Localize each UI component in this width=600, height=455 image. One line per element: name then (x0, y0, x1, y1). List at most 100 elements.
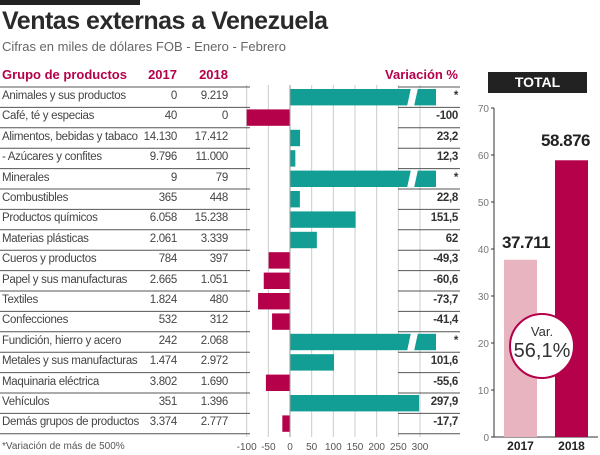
x-tick-label: -100 (237, 442, 257, 453)
table-row: Textiles 1.824 480 -73,7 (0, 291, 460, 311)
table-row: Animales y sus productos 0 9.219 * (0, 87, 460, 107)
variation-bar (290, 150, 296, 167)
value-2018: 1.690 (200, 375, 229, 388)
product-group: Café, té y especias (2, 110, 95, 123)
variation-value: -41,4 (433, 314, 458, 327)
variation-value: * (453, 334, 459, 347)
table-row: Fundición, hierro y acero 242 2.068 * (0, 332, 460, 352)
variation-value: 12,3 (436, 151, 458, 164)
variation-value: -73,7 (433, 294, 458, 306)
variation-bar (268, 252, 290, 269)
value-2018: 2.972 (200, 355, 229, 368)
product-group: Textiles (2, 294, 38, 306)
x-tick-label: 100 (325, 442, 342, 453)
product-group: - Azúcares y confites (2, 151, 102, 164)
product-group: Maquinaria eléctrica (2, 375, 99, 388)
variation-bar (290, 354, 335, 371)
y-tick-label: 60 (478, 151, 490, 162)
value-2017: 6.058 (149, 212, 178, 225)
variation-bar-broken (290, 170, 436, 187)
value-2018: 79 (215, 171, 229, 184)
col-header-2018: 2018 (199, 67, 228, 82)
variation-bar (290, 191, 300, 208)
x-tick-label: 250 (390, 442, 407, 453)
value-2017: 40 (164, 110, 178, 123)
variation-bar-broken (290, 89, 436, 106)
x-tick-label: 0 (287, 442, 293, 453)
total-title: TOTAL (488, 72, 587, 93)
variation-bar (290, 395, 420, 412)
y-tick-label: 0 (483, 433, 489, 444)
table-row: - Azúcares y confites 9.796 11.000 12,3 (0, 148, 460, 168)
col-header-2017: 2017 (148, 67, 177, 82)
value-2018: 11.000 (195, 151, 228, 164)
product-group: Combustibles (2, 192, 69, 204)
variation-bar (290, 129, 301, 147)
variation-value: -55,6 (433, 375, 458, 388)
x-tick-label: 200 (368, 442, 385, 453)
table-row: Alimentos, bebidas y tabaco 14.130 17.41… (0, 128, 460, 148)
table-row: Café, té y especias 40 0 -100 (0, 107, 460, 127)
table-row: Materias plásticas 2.061 3.339 62 (0, 230, 460, 250)
product-group: Fundición, hierro y acero (2, 334, 122, 347)
variation-value: 297,9 (430, 396, 459, 408)
value-2017: 351 (158, 396, 178, 408)
bar-break-mark (407, 88, 418, 107)
value-2018: 17.412 (194, 130, 229, 143)
value-2017: 9.796 (149, 151, 178, 164)
value-2018: 448 (209, 192, 229, 204)
col-header-group: Grupo de productos (2, 67, 127, 82)
y-tick-label: 10 (478, 386, 490, 397)
x-tick-label: 50 (306, 442, 318, 453)
value-2017: 14.130 (143, 130, 178, 143)
product-group: Metales y sus manufacturas (2, 355, 138, 368)
y-tick-label: 70 (478, 104, 490, 115)
table-row: Combustibles 365 448 22,8 (0, 189, 460, 209)
variation-value: * (453, 90, 459, 102)
variation-bar (265, 374, 290, 391)
value-2017: 1.474 (149, 355, 178, 368)
value-2018: 397 (209, 253, 229, 266)
variation-bar (246, 109, 290, 126)
table-row: Demás grupos de productos 3.374 2.777 -1… (0, 413, 460, 433)
value-2017: 3.802 (149, 375, 178, 388)
variation-value: 23,2 (436, 130, 458, 143)
product-group: Productos químicos (2, 212, 98, 225)
value-label-2018: 58.876 (541, 131, 591, 150)
value-2018: 312 (209, 314, 229, 327)
value-2018: 2.777 (200, 416, 229, 429)
value-2018: 0 (221, 110, 228, 123)
product-group: Cueros y productos (2, 253, 97, 266)
variation-value: * (453, 171, 459, 184)
variation-bar (282, 415, 290, 432)
table-row: Minerales 9 79 * (0, 169, 460, 189)
variation-circle-value: 56,1% (513, 340, 571, 362)
x-tick-label: 300 (412, 442, 429, 453)
variation-value: 101,6 (430, 355, 459, 368)
page-subtitle: Cifras en miles de dólares FOB - Enero -… (2, 39, 286, 54)
variation-value: 22,8 (436, 192, 458, 204)
table-row: Metales y sus manufacturas 1.474 2.972 1… (0, 352, 460, 372)
variation-bar (290, 211, 356, 228)
x-category-label: 2018 (558, 439, 585, 453)
product-group: Materias plásticas (2, 232, 89, 245)
value-2017: 532 (158, 314, 178, 327)
table-row: Vehículos 351 1.396 297,9 (0, 393, 460, 413)
total-bar-2018 (555, 160, 588, 437)
x-tick-label: -50 (261, 442, 276, 453)
table-row: Papel y sus manufacturas 2.665 1.051 -60… (0, 271, 460, 291)
y-tick-label: 50 (478, 198, 490, 209)
value-2017: 2.665 (149, 273, 178, 286)
value-2017: 2.061 (149, 232, 178, 245)
value-2017: 242 (158, 334, 178, 347)
value-2018: 480 (209, 294, 229, 306)
top-accent-bar (0, 0, 140, 5)
footnote: *Variación de más de 500% (2, 441, 125, 452)
product-group: Demás grupos de productos (2, 416, 139, 429)
variation-bar (272, 313, 290, 330)
value-2017: 9 (170, 171, 177, 184)
product-group: Animales y sus productos (2, 90, 126, 102)
product-group: Vehículos (2, 396, 50, 408)
value-2017: 3.374 (149, 416, 178, 429)
variation-bar-broken (290, 333, 436, 351)
